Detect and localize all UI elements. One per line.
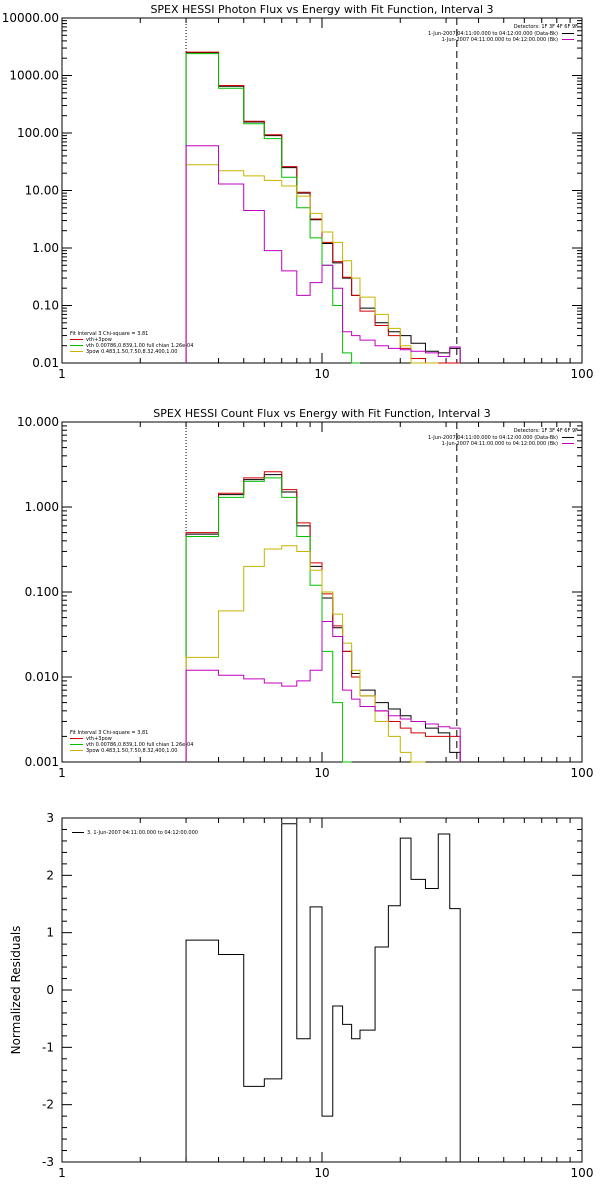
y-tick-label: 1.000 (25, 500, 59, 514)
fit-legend-line: 3pow 0.483,1.50,7.50,8.32,400,1.00 (86, 349, 177, 355)
y-tick-label: 0 (46, 983, 54, 997)
x-tick-label: 100 (571, 367, 594, 381)
y-tick-label: 1 (46, 926, 54, 940)
y-tick-label: 3 (46, 811, 54, 825)
y-tick-label: 100.00 (17, 126, 59, 140)
x-tick-label: 1 (58, 1166, 66, 1180)
spectrum-series-3 (185, 545, 426, 763)
y-tick-label: 0.01 (32, 356, 59, 370)
residual-legend-label: 3. 1-Jun-2007 04:11:00.000 to 04:12:00.0… (87, 830, 198, 836)
spectrum-series-0 (185, 474, 461, 762)
y-tick-label: 1.00 (32, 241, 59, 255)
time-range-label: 1-Jun-2007 04:11:00.000 to 04:12:00.000 … (428, 31, 558, 37)
x-tick-label: 100 (571, 766, 594, 780)
fit-legend-line: vth+3pow (86, 337, 112, 343)
y-tick-label: 10.00 (25, 184, 59, 198)
x-tick-label: 1 (58, 766, 66, 780)
residuals-series (185, 823, 461, 1162)
time-range-label: 1-Jun-2007 04:11:00.000 to 04:12:00.000 … (428, 435, 558, 441)
spectrum-series-2 (185, 53, 360, 364)
y-axis-label: Normalized Residuals (9, 926, 23, 1055)
detectors-label: Detectors: 1F 3F 4F 6F 9F (514, 428, 578, 434)
spectrum-series-1 (185, 471, 461, 762)
y-tick-label: 0.010 (25, 670, 59, 684)
chart-title: SPEX HESSI Photon Flux vs Energy with Fi… (150, 3, 493, 16)
x-tick-label: 10 (314, 766, 329, 780)
spectrum-series-4 (185, 145, 461, 363)
y-tick-label: 10.000 (17, 415, 59, 429)
y-tick-label: 2 (46, 868, 54, 882)
y-tick-label: 0.100 (25, 585, 59, 599)
time-range-label: 1-Jun-2007 04:11:00.000 to 04:12:00.000 … (442, 441, 558, 447)
y-tick-label: -1 (42, 1040, 54, 1054)
x-tick-label: 10 (314, 367, 329, 381)
fit-legend-line: 3pow 0.483,1.50,7.50,8.32,400,1.00 (86, 748, 177, 754)
time-range-label: 1-Jun-2007 04:11:00.000 to 04:12:00.000 … (442, 37, 558, 43)
fit-legend-line: vth 0.00786,0.839,1.00 full chian 1.26e-… (86, 742, 193, 748)
y-tick-label: 0.001 (25, 755, 59, 769)
detectors-label: Detectors: 1F 3F 4F 6F 9F (514, 24, 578, 30)
y-tick-label: 0.10 (32, 299, 59, 313)
fit-legend-line: Fit Interval 3 Chi-square = 3.81 (70, 331, 148, 337)
spectrum-series-1 (185, 51, 461, 364)
fit-legend-line: vth+3pow (86, 736, 112, 742)
spectrum-series-2 (185, 477, 352, 763)
spectrum-series-3 (185, 164, 439, 364)
chart-title: SPEX HESSI Count Flux vs Energy with Fit… (153, 407, 490, 420)
y-tick-label: 1000.00 (9, 69, 59, 83)
y-tick-label: -3 (42, 1155, 54, 1169)
x-tick-label: 1 (58, 367, 66, 381)
fit-legend-line: vth 0.00786,0.839,1.00 full chian 1.26e-… (86, 343, 193, 349)
y-tick-label: 10000.00 (2, 11, 59, 25)
y-tick-label: -2 (42, 1098, 54, 1112)
x-tick-label: 100 (571, 1166, 594, 1180)
x-tick-label: 10 (314, 1166, 329, 1180)
fit-legend-line: Fit Interval 3 Chi-square = 3.81 (70, 730, 148, 736)
plot-frame (61, 17, 583, 364)
spectrum-series-4 (185, 620, 461, 762)
spectrum-series-0 (185, 52, 461, 363)
